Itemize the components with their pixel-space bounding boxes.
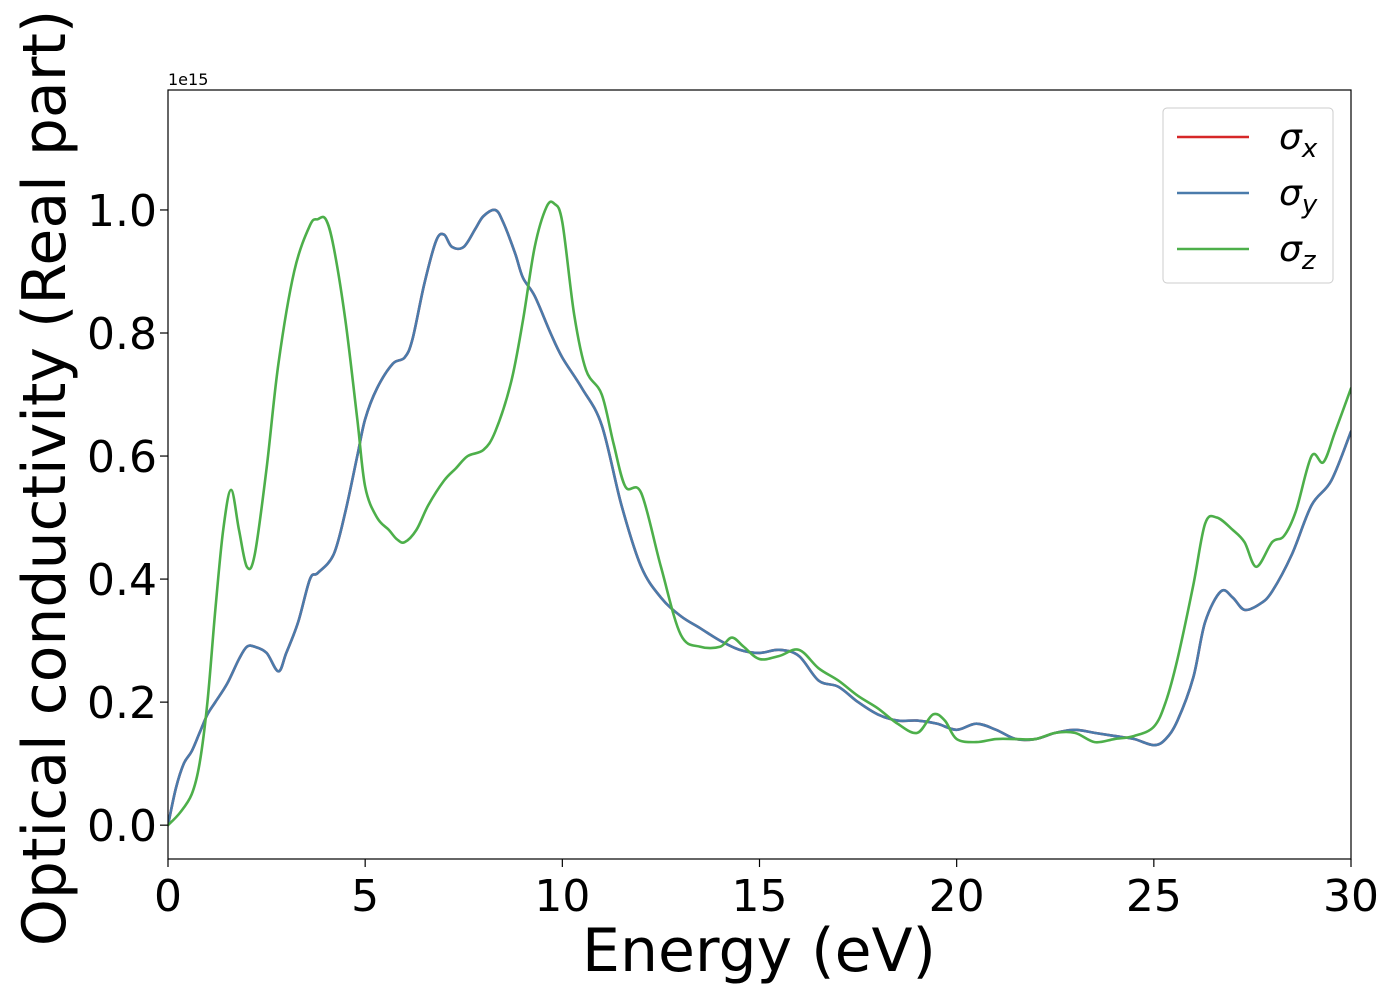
x-tick-label: 10 bbox=[534, 871, 590, 922]
x-tick-label: 5 bbox=[351, 871, 379, 922]
y-tick-label: 0.4 bbox=[87, 555, 157, 606]
x-tick-label: 0 bbox=[154, 871, 182, 922]
x-tick-label: 20 bbox=[929, 871, 985, 922]
series-layer bbox=[168, 200, 1351, 827]
legend-subscript: x bbox=[1301, 134, 1318, 164]
legend-label-z: σz bbox=[1279, 229, 1317, 276]
legend-symbol: σ bbox=[1279, 229, 1303, 270]
legend-box bbox=[1162, 107, 1334, 284]
legend-symbol: σ bbox=[1279, 117, 1303, 158]
y-tick-label: 0.0 bbox=[87, 801, 157, 852]
legend-subscript: y bbox=[1301, 190, 1318, 220]
y-tick-label: 0.2 bbox=[87, 678, 157, 729]
y-tick-label: 0.6 bbox=[87, 432, 157, 483]
x-tick-label: 30 bbox=[1323, 871, 1379, 922]
legend-label-x: σx bbox=[1279, 117, 1318, 164]
series-line-x bbox=[168, 208, 1351, 827]
y-axis-label: Optical conductivity (Real part) bbox=[10, 10, 80, 947]
legend-label-y: σy bbox=[1279, 173, 1318, 220]
y-axis: 0.0 0.2 0.4 0.6 0.8 1.0 bbox=[87, 186, 168, 852]
x-axis: 0 5 10 15 20 25 30 bbox=[154, 859, 1379, 922]
series-line-z bbox=[168, 200, 1351, 827]
y-tick-label: 0.8 bbox=[87, 309, 157, 360]
legend-subscript: z bbox=[1301, 246, 1317, 276]
series-line-y bbox=[168, 208, 1351, 827]
y-offset-text: 1e15 bbox=[168, 70, 208, 89]
legend-symbol: σ bbox=[1279, 173, 1303, 214]
y-tick-label: 1.0 bbox=[87, 186, 157, 237]
x-tick-label: 25 bbox=[1126, 871, 1182, 922]
x-axis-label: Energy (eV) bbox=[582, 916, 936, 986]
x-tick-label: 15 bbox=[732, 871, 788, 922]
